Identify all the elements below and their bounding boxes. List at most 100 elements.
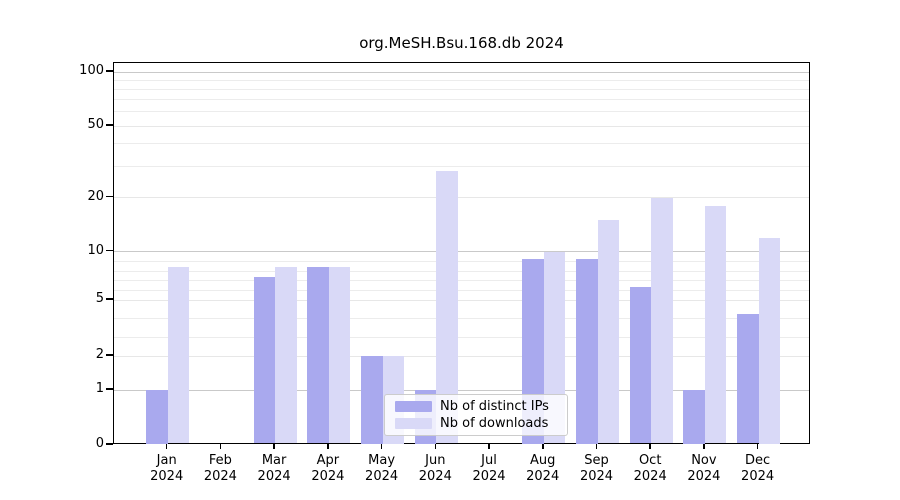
y-tick-label-50: 50 <box>87 117 104 133</box>
gridline-y-4 <box>114 318 809 320</box>
x-tick-label-year-jul: 2024 <box>472 468 506 484</box>
x-tick-mark-oct <box>649 444 651 449</box>
gridline-y-3 <box>114 336 809 338</box>
legend-label-distinct-ips: Nb of distinct IPs <box>440 398 549 414</box>
x-tick-label-may: May 2024 <box>350 453 414 484</box>
x-tick-label-aug: Aug 2024 <box>511 453 575 484</box>
x-tick-mark-jul <box>488 444 490 449</box>
x-tick-label-month-dec: Dec <box>745 453 771 468</box>
y-tick-label-10: 10 <box>87 242 104 258</box>
x-tick-label-apr: Apr 2024 <box>296 453 360 484</box>
bar-downloads-sep <box>597 220 619 444</box>
x-tick-label-jan: Jan 2024 <box>135 453 199 484</box>
x-tick-label-jun: Jun 2024 <box>403 453 467 484</box>
gridline-y-30 <box>114 165 809 167</box>
gridline-y-10 <box>114 251 809 253</box>
gridline-y-100 <box>114 71 809 73</box>
bar-distinct-ips-dec <box>737 313 759 444</box>
x-tick-label-month-oct: Oct <box>638 453 662 468</box>
x-tick-label-month-sep: Sep <box>584 453 609 468</box>
gridline-y-2 <box>114 355 809 357</box>
x-tick-label-year-jun: 2024 <box>418 468 452 484</box>
x-tick-label-year-dec: 2024 <box>741 468 775 484</box>
y-tick-label-2: 2 <box>95 347 104 362</box>
x-tick-mark-aug <box>542 444 544 449</box>
x-tick-label-month-jan: Jan <box>156 453 177 468</box>
gridline-y-60 <box>114 111 809 113</box>
y-tick-label-5: 5 <box>95 291 104 306</box>
x-tick-label-mar: Mar 2024 <box>242 453 306 484</box>
x-tick-label-month-jul: Jul <box>481 453 497 468</box>
bar-distinct-ips-sep <box>576 259 598 444</box>
gridline-y-6 <box>114 289 809 291</box>
y-tick-mark-1 <box>106 388 113 390</box>
x-tick-label-year-nov: 2024 <box>687 468 721 484</box>
gridline-y-20 <box>114 197 809 199</box>
bar-distinct-ips-jan <box>146 390 168 444</box>
x-tick-label-oct: Oct 2024 <box>618 453 682 484</box>
gridline-y-70 <box>114 99 809 101</box>
x-tick-mark-dec <box>756 444 759 449</box>
y-tick-mark-2 <box>106 354 113 356</box>
x-tick-label-month-nov: Nov <box>691 453 717 468</box>
y-tick-label-1: 1 <box>95 381 104 396</box>
y-tick-mark-0 <box>106 443 113 445</box>
y-tick-mark-5 <box>106 298 113 300</box>
bar-distinct-ips-nov <box>683 390 705 444</box>
x-tick-label-year-aug: 2024 <box>526 468 560 484</box>
y-tick-mark-100 <box>106 70 113 72</box>
x-tick-mark-may <box>380 444 383 449</box>
x-tick-label-month-may: May <box>368 453 396 468</box>
x-tick-label-month-aug: Aug <box>529 453 556 468</box>
legend: Nb of distinct IPs Nb of downloads <box>384 394 568 436</box>
bar-distinct-ips-oct <box>629 287 652 444</box>
legend-swatch-distinct-ips-icon <box>395 400 432 412</box>
gridline-y-8 <box>114 270 809 272</box>
x-tick-mark-mar <box>273 444 275 449</box>
x-tick-label-nov: Nov 2024 <box>672 453 736 484</box>
bar-distinct-ips-may <box>361 356 383 444</box>
x-tick-label-month-feb: Feb <box>208 453 232 468</box>
x-tick-label-year-apr: 2024 <box>311 468 345 484</box>
bar-downloads-apr <box>328 267 351 444</box>
gridline-y-80 <box>114 88 809 90</box>
gridline-y-5 <box>114 299 809 301</box>
x-tick-label-feb: Feb 2024 <box>188 453 252 484</box>
bar-distinct-ips-apr <box>307 267 329 444</box>
plot-area: Nb of distinct IPs Nb of downloads <box>113 62 810 444</box>
x-tick-mark-jun <box>434 444 437 449</box>
legend-swatch-downloads-icon <box>395 418 432 430</box>
x-tick-label-year-feb: 2024 <box>203 468 237 484</box>
y-tick-mark-20 <box>106 195 113 198</box>
bar-downloads-nov <box>704 205 727 444</box>
x-tick-label-dec: Dec 2024 <box>726 453 790 484</box>
bar-downloads-jan <box>167 267 190 444</box>
x-tick-mark-sep <box>595 444 598 449</box>
x-tick-label-year-oct: 2024 <box>633 468 667 484</box>
legend-label-downloads: Nb of downloads <box>440 416 549 432</box>
y-tick-label-100: 100 <box>79 63 104 78</box>
gridline-y-1 <box>114 389 809 391</box>
x-tick-label-jul: Jul 2024 <box>457 453 521 484</box>
y-tick-mark-10 <box>106 249 113 252</box>
gridline-y-9 <box>114 260 809 262</box>
legend-row-distinct-ips: Nb of distinct IPs <box>385 399 567 414</box>
x-tick-label-month-mar: Mar <box>261 453 287 468</box>
x-tick-mark-apr <box>327 444 329 449</box>
y-tick-label-0: 0 <box>95 436 104 451</box>
x-tick-mark-nov <box>703 444 705 449</box>
x-tick-mark-jan <box>165 444 168 449</box>
x-tick-label-year-sep: 2024 <box>579 468 614 484</box>
gridline-y-40 <box>114 143 809 144</box>
chart-title: org.MeSH.Bsu.168.db 2024 <box>359 34 564 52</box>
bar-distinct-ips-mar <box>253 276 276 444</box>
bar-downloads-mar <box>275 267 297 444</box>
x-tick-mark-feb <box>219 444 222 449</box>
bar-downloads-dec <box>758 237 781 444</box>
y-tick-mark-50 <box>106 124 113 126</box>
gridline-y-90 <box>114 79 809 81</box>
bar-downloads-oct <box>651 197 673 444</box>
x-tick-label-month-apr: Apr <box>316 453 340 468</box>
bar-downloads-jun <box>436 171 458 444</box>
